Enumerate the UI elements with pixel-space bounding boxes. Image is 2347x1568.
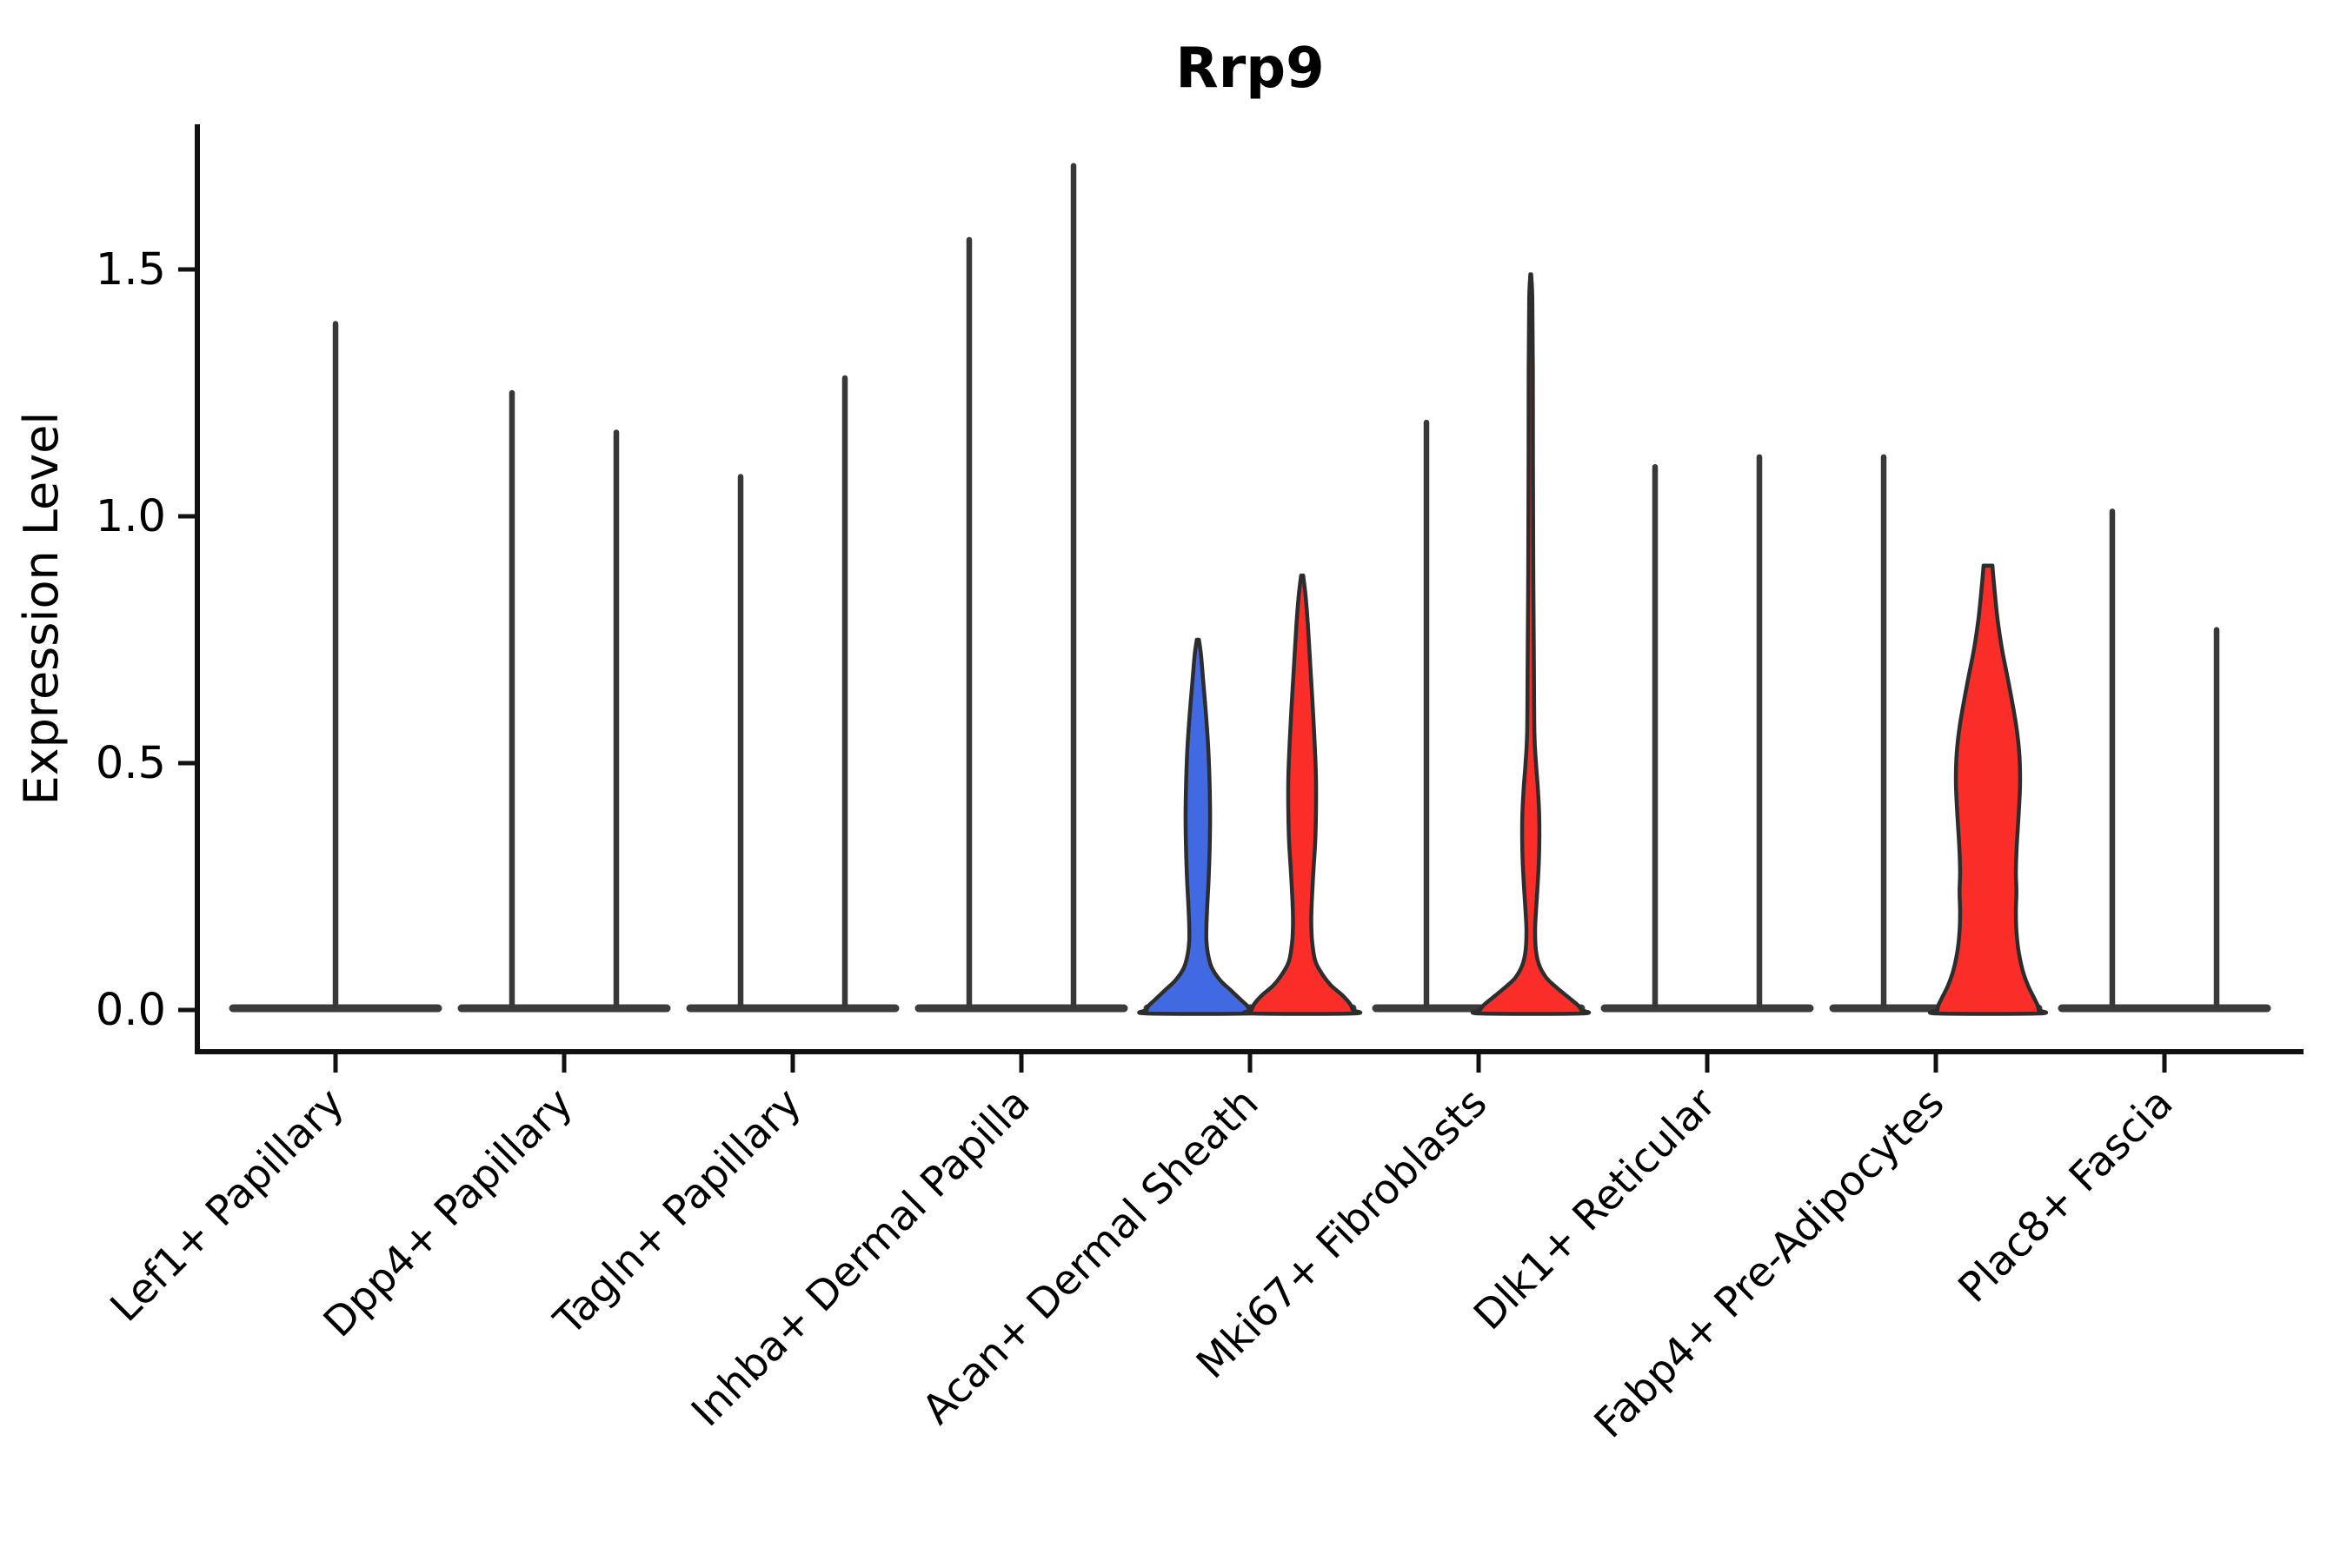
violin-5-right <box>1470 272 1592 1016</box>
x-axis-label-0: Lef1+ Papillary <box>102 1080 354 1332</box>
y-tick-label-1: 0.5 <box>96 738 166 789</box>
x-axis-label-1: Dpp4+ Papillary <box>315 1080 582 1347</box>
x-axis-label-2: Tagln+ Papillary <box>545 1080 811 1345</box>
y-tick-label-3: 1.5 <box>96 244 166 296</box>
violin-4-right <box>1241 573 1363 1016</box>
y-axis-label: Expression Level <box>14 412 69 806</box>
x-axis-label-8: Plac8+ Fascia <box>1950 1080 2183 1312</box>
violin-4-left <box>1137 637 1259 1016</box>
chart-title: Rrp9 <box>1175 37 1324 101</box>
violin-7-right <box>1927 563 2049 1016</box>
y-tick-label-2: 1.0 <box>96 491 166 542</box>
violins-layer <box>229 163 2271 1016</box>
x-axis-label-6: Dlk1+ Reticular <box>1465 1079 1725 1339</box>
y-tick-label-0: 0.0 <box>96 985 166 1036</box>
